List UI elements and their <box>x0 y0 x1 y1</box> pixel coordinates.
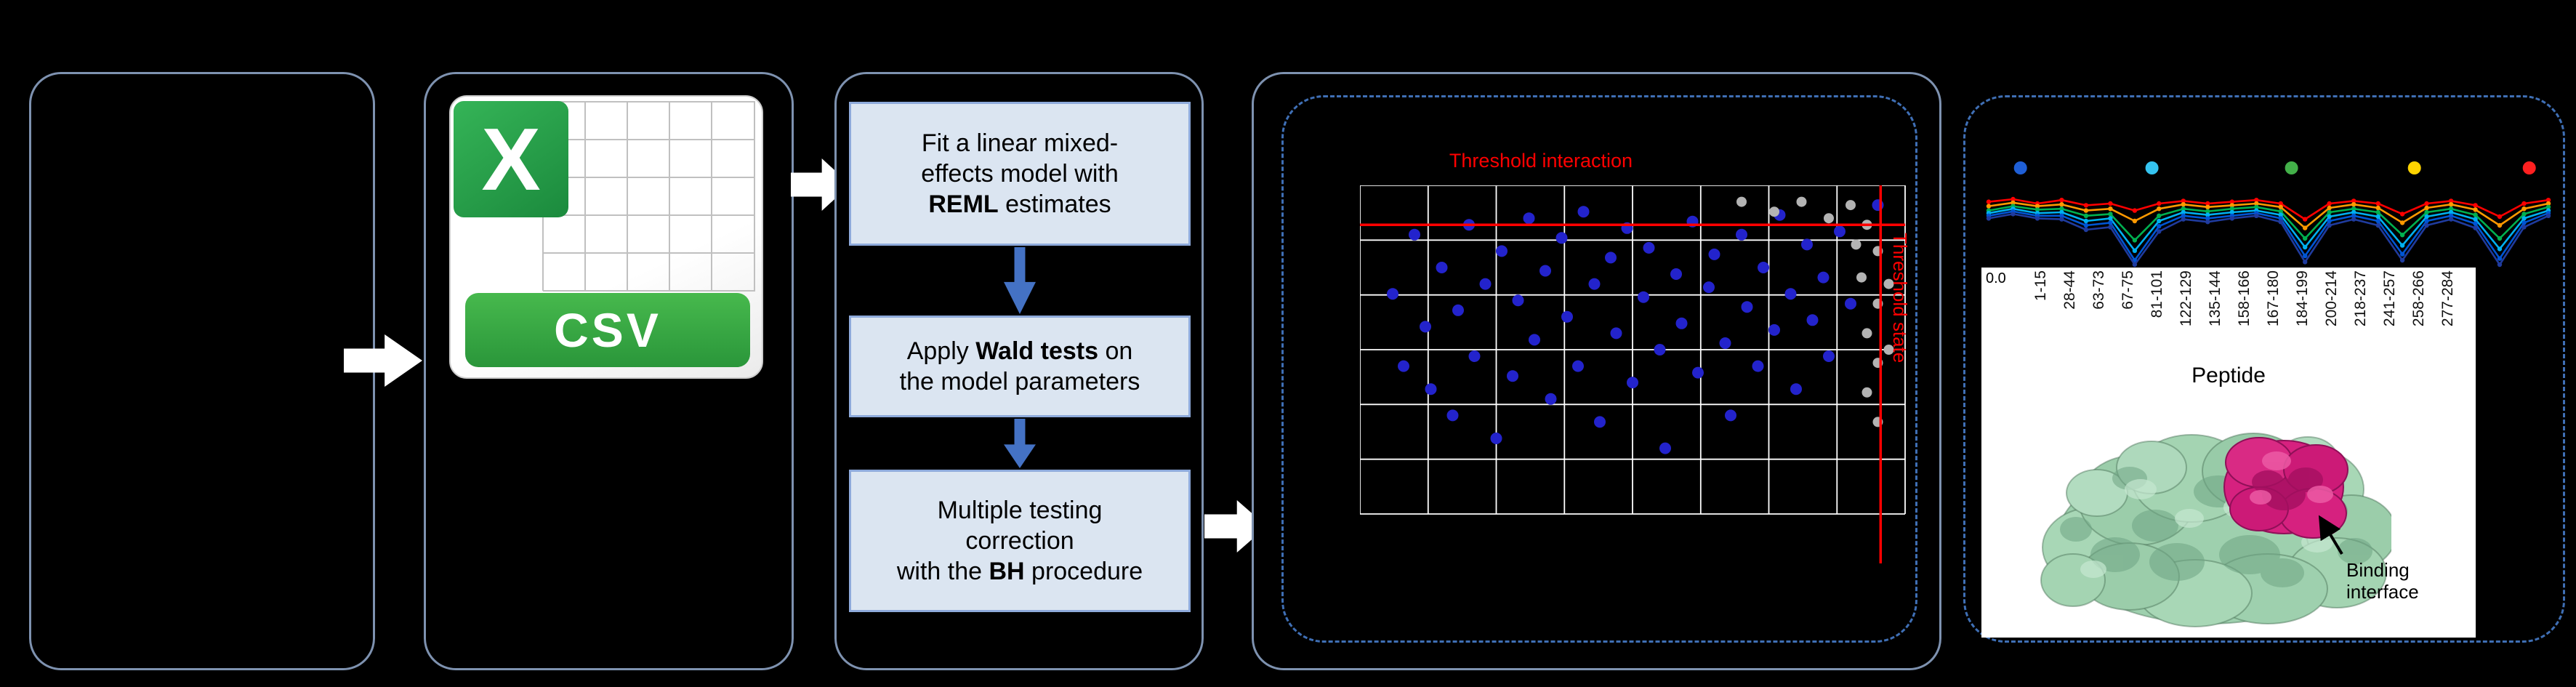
scatter-dashed-frame <box>1281 95 1917 643</box>
peptide-tick-label: 167-180 <box>2265 270 2282 327</box>
input-panel <box>29 72 375 670</box>
peptide-tick-label: 184-199 <box>2294 270 2311 327</box>
peptide-tick-label: 63-73 <box>2090 270 2107 310</box>
step-bh-correction: Multiple testing correction with the BH pr… <box>849 470 1191 612</box>
peptide-tick-label: 158-166 <box>2236 270 2253 327</box>
threshold-state-label: Threshold state <box>1889 233 1911 363</box>
threshold-interaction-label: Threshold interaction <box>1449 150 1633 172</box>
peptide-tick-label: 135-144 <box>2207 270 2223 327</box>
y-axis-tick-label: 0.0 <box>1986 270 2006 286</box>
peptide-tick-label: 122-129 <box>2178 270 2194 327</box>
binding-interface-label: Binding interface <box>2346 559 2419 603</box>
peptide-tick-label: 28-44 <box>2061 270 2078 310</box>
deuterium-uptake-line-chart <box>1986 161 2551 268</box>
step-wald-tests: Apply Wald tests on the model parameters <box>849 316 1191 417</box>
peptide-tick-label: 200-214 <box>2323 270 2340 327</box>
peptide-tick-label: 258-266 <box>2410 270 2427 327</box>
peptide-tick-label: 1-15 <box>2032 270 2049 302</box>
peptide-tick-label: 277-284 <box>2439 270 2456 327</box>
step-fit-lmm-reml: Fit a linear mixed-effects model with REM… <box>849 102 1191 246</box>
csv-format-badge: CSV <box>465 293 750 367</box>
peptide-axis-title: Peptide <box>2191 363 2266 387</box>
spreadsheet-grid-icon <box>542 101 755 292</box>
excel-x-icon: X <box>454 101 568 217</box>
csv-file-icon: X CSV <box>449 95 763 379</box>
peptide-tick-label: 218-237 <box>2352 270 2369 327</box>
csv-panel: X CSV <box>424 72 794 670</box>
binding-interface-arrow-icon <box>2318 515 2343 555</box>
peptide-tick-label: 81-101 <box>2149 270 2165 318</box>
peptide-tick-label: 67-75 <box>2120 270 2136 310</box>
protein-structure-illustration <box>2040 433 2391 627</box>
peptide-structure-card: 0.0 Peptide <box>1981 268 2476 638</box>
scatter-plot <box>1360 185 1906 563</box>
peptide-tick-label: 241-257 <box>2381 270 2398 327</box>
